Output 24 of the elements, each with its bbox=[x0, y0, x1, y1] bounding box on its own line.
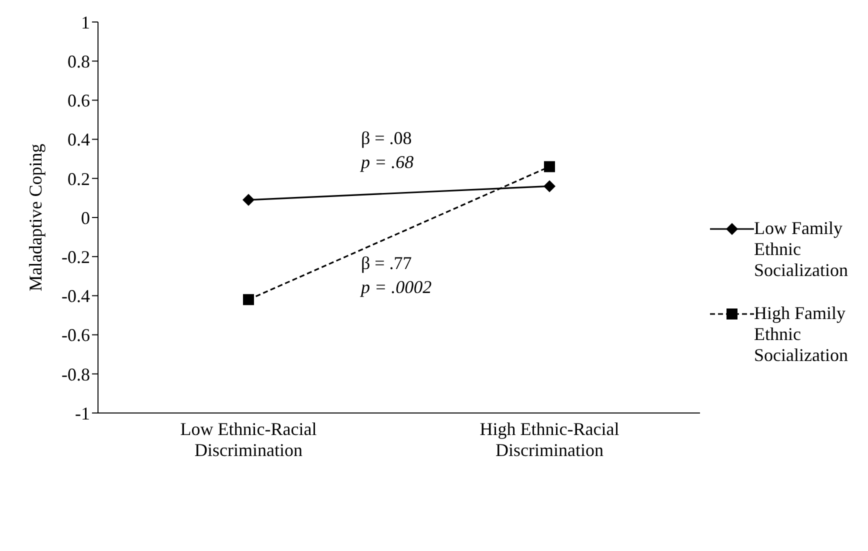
annotation: p = .68 bbox=[361, 152, 414, 173]
x-tick-label: Low Ethnic-Racial Discrimination bbox=[180, 419, 317, 460]
y-tick-label: -0.6 bbox=[62, 325, 90, 346]
point bbox=[544, 180, 556, 192]
legend-label: Low Family Ethnic Socialization bbox=[754, 218, 849, 281]
annotation: β = .77 bbox=[361, 253, 412, 274]
y-tick-label: 0.2 bbox=[68, 168, 90, 189]
point bbox=[544, 161, 555, 172]
annotation: β = .08 bbox=[361, 128, 412, 150]
point bbox=[242, 194, 254, 206]
point bbox=[243, 294, 254, 306]
y-axis-title: Maladaptive Coping bbox=[25, 144, 46, 292]
y-tick-label: 0.4 bbox=[68, 130, 90, 150]
annotation: p = .0002 bbox=[361, 276, 432, 298]
y-tick-label: -0.2 bbox=[62, 246, 90, 267]
y-tick-label: 0.8 bbox=[68, 51, 90, 72]
y-tick-label: -0.4 bbox=[62, 286, 90, 306]
y-tick-label: -1 bbox=[75, 403, 90, 424]
y-tick-label: 1 bbox=[81, 12, 90, 32]
x-tick-label: High Ethnic-Racial Discrimination bbox=[480, 419, 620, 460]
y-tick-label: 0 bbox=[81, 208, 90, 228]
y-tick-label: -0.8 bbox=[62, 364, 90, 384]
legend-label: High Family Ethnic Socialization bbox=[754, 303, 849, 366]
y-tick-label: 0.6 bbox=[68, 90, 90, 111]
